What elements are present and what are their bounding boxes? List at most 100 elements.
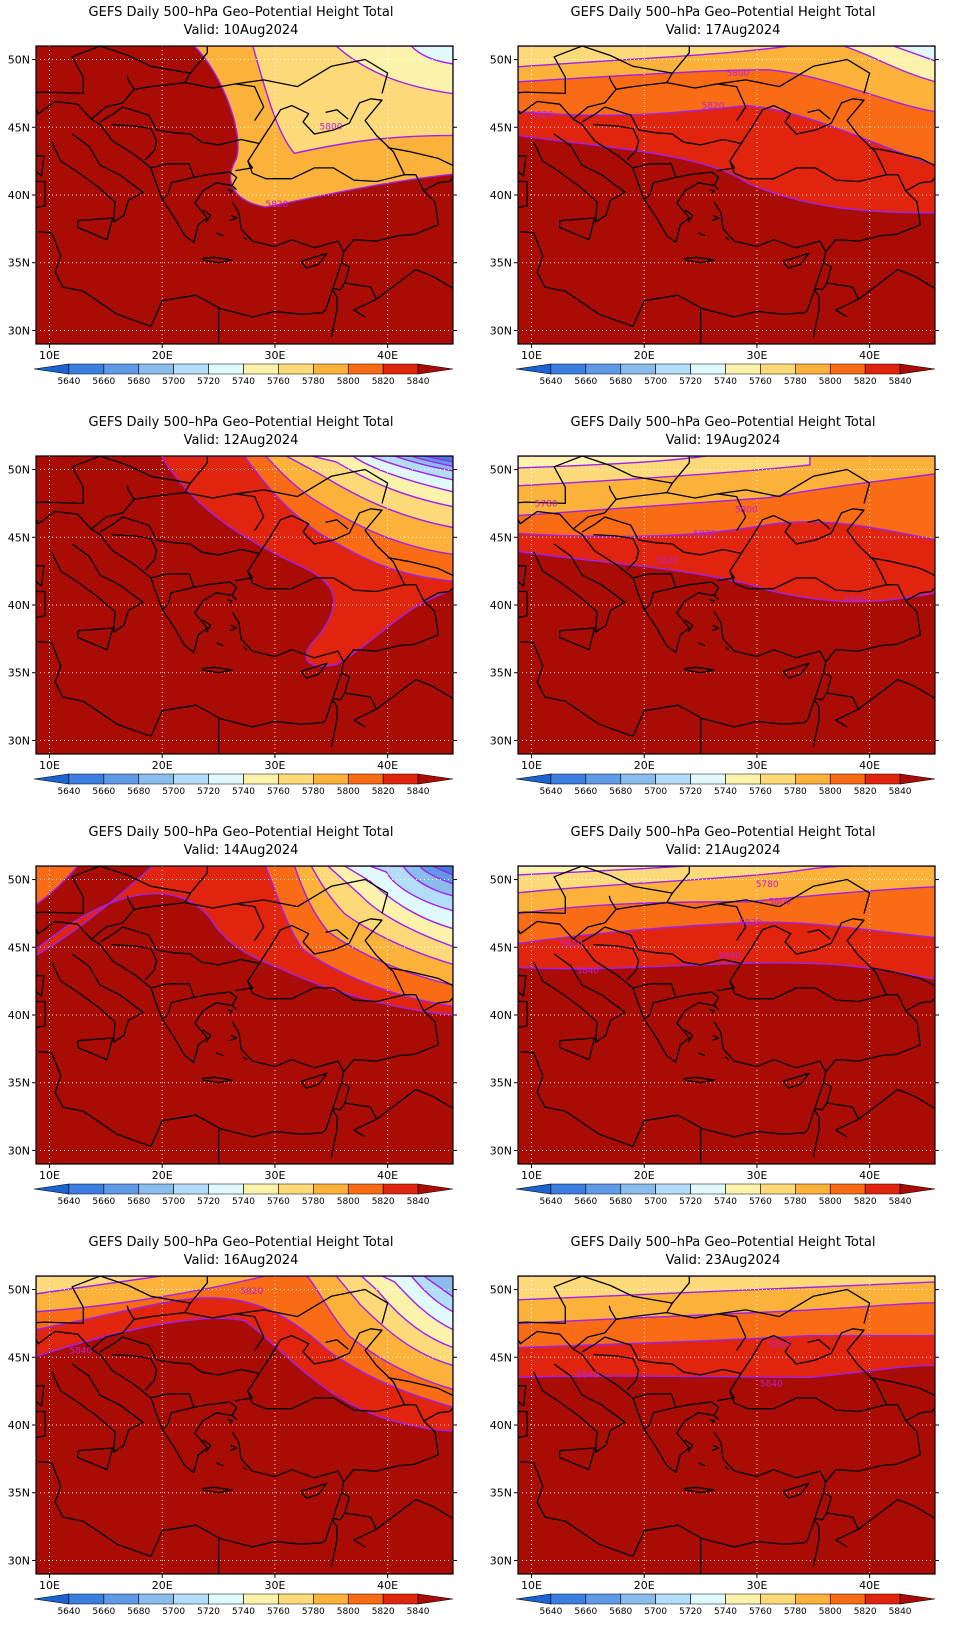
colorbar-swatch bbox=[278, 363, 314, 375]
colorbar-swatch bbox=[585, 1183, 622, 1195]
lat-tick-label: 30N bbox=[490, 1554, 512, 1567]
contour-label: 5820 bbox=[701, 102, 724, 112]
map-panel: GEFS Daily 500–hPa Geo–Potential Height … bbox=[0, 1230, 482, 1640]
colorbar-label: 5720 bbox=[679, 787, 702, 797]
lat-tick-label: 50N bbox=[8, 1284, 30, 1297]
colorbar-label: 5820 bbox=[854, 1607, 877, 1617]
colorbar-swatch bbox=[550, 1183, 587, 1195]
lat-tick-label: 35N bbox=[490, 1487, 512, 1500]
colorbar-swatch bbox=[382, 1183, 419, 1195]
lon-tick-label: 10E bbox=[521, 349, 542, 362]
colorbar-label: 5760 bbox=[267, 1607, 290, 1617]
colorbar-swatch bbox=[515, 363, 552, 375]
lat-tick-label: 50N bbox=[490, 464, 512, 477]
colorbar-label: 5780 bbox=[784, 1607, 807, 1617]
colorbar-label: 5680 bbox=[127, 1197, 150, 1207]
panel-title: GEFS Daily 500–hPa Geo–Potential Height … bbox=[88, 1235, 394, 1250]
colorbar-swatch bbox=[829, 1183, 866, 1195]
coastlines bbox=[518, 1276, 935, 1574]
colorbar-label: 5700 bbox=[644, 377, 667, 387]
lat-tick-label: 45N bbox=[8, 941, 30, 954]
lat-tick-label: 40N bbox=[490, 1009, 512, 1022]
colorbar-swatch bbox=[103, 363, 140, 375]
height-field: 5800 5820 bbox=[36, 46, 453, 344]
map-panel: GEFS Daily 500–hPa Geo–Potential Height … bbox=[482, 1230, 964, 1640]
colorbar-label: 5820 bbox=[372, 377, 395, 387]
colorbar-swatch bbox=[515, 1593, 552, 1605]
map-panel: GEFS Daily 500–hPa Geo–Potential Height … bbox=[0, 820, 482, 1230]
lat-tick-label: 30N bbox=[490, 734, 512, 747]
coastlines bbox=[518, 456, 935, 754]
colorbar-label: 5840 bbox=[889, 1197, 912, 1207]
colorbar-swatch bbox=[760, 363, 796, 375]
colorbar-swatch bbox=[585, 363, 622, 375]
colorbar-swatch bbox=[829, 1593, 866, 1605]
colorbar-label: 5700 bbox=[162, 1607, 185, 1617]
colorbar-swatch bbox=[760, 1593, 796, 1605]
colorbar-label: 5680 bbox=[609, 787, 632, 797]
coastlines bbox=[518, 866, 935, 1164]
colorbar-swatch bbox=[243, 363, 279, 375]
contour-label: 5780 bbox=[535, 500, 558, 510]
colorbar-label: 5660 bbox=[92, 377, 115, 387]
lon-tick-label: 10E bbox=[521, 759, 542, 772]
colorbar: 5640 5660 5680 5700 5720 5740 5760 5780 5800 5820… bbox=[33, 1183, 454, 1207]
colorbar: 5640 5660 5680 5700 5720 5740 5760 5780 5800 5820… bbox=[33, 773, 454, 797]
colorbar-swatch bbox=[620, 1593, 656, 1605]
colorbar-label: 5820 bbox=[372, 787, 395, 797]
colorbar-swatch bbox=[173, 773, 209, 785]
contour-band bbox=[893, 46, 935, 61]
panel-title: GEFS Daily 500–hPa Geo–Potential Height … bbox=[570, 5, 876, 20]
colorbar-label: 5700 bbox=[162, 377, 185, 387]
colorbar-label: 5820 bbox=[854, 787, 877, 797]
colorbar-swatch bbox=[829, 773, 866, 785]
colorbar-swatch bbox=[690, 773, 726, 785]
map-panel: GEFS Daily 500–hPa Geo–Potential Height … bbox=[0, 0, 482, 410]
colorbar-label: 5780 bbox=[302, 377, 325, 387]
contour-label: 5840 bbox=[576, 1370, 599, 1380]
colorbar-swatch bbox=[347, 773, 384, 785]
colorbar-label: 5720 bbox=[197, 1197, 220, 1207]
graticule bbox=[36, 46, 453, 344]
colorbar-swatch bbox=[103, 773, 140, 785]
colorbar-swatch bbox=[313, 363, 349, 375]
colorbar: 5640 5660 5680 5700 5720 5740 5760 5780 5800 5820… bbox=[515, 1183, 936, 1207]
panel-title: GEFS Daily 500–hPa Geo–Potential Height … bbox=[88, 5, 394, 20]
lat-tick-label: 50N bbox=[490, 1284, 512, 1297]
colorbar-label: 5680 bbox=[127, 377, 150, 387]
colorbar-swatch bbox=[33, 1593, 70, 1605]
colorbar-label: 5780 bbox=[784, 787, 807, 797]
colorbar-label: 5820 bbox=[372, 1197, 395, 1207]
colorbar-swatch bbox=[620, 773, 656, 785]
colorbar-swatch bbox=[690, 1593, 726, 1605]
lat-tick-label: 50N bbox=[8, 874, 30, 887]
contour-band bbox=[424, 1276, 453, 1297]
colorbar-swatch bbox=[68, 1593, 105, 1605]
contour-label: 5780 bbox=[756, 880, 779, 890]
map-panel: GEFS Daily 500–hPa Geo–Potential Height … bbox=[482, 0, 964, 410]
lat-tick-label: 30N bbox=[490, 1144, 512, 1157]
lon-tick-label: 30E bbox=[264, 1579, 285, 1592]
lat-tick-label: 45N bbox=[8, 531, 30, 544]
lon-tick-label: 20E bbox=[152, 759, 173, 772]
panel-title: GEFS Daily 500–hPa Geo–Potential Height … bbox=[88, 415, 394, 430]
colorbar-label: 5640 bbox=[539, 377, 562, 387]
colorbar-label: 5740 bbox=[714, 377, 737, 387]
colorbar: 5640 5660 5680 5700 5720 5740 5760 5780 5800 5820… bbox=[515, 1593, 936, 1617]
lat-tick-label: 35N bbox=[8, 667, 30, 680]
panel-title: GEFS Daily 500–hPa Geo–Potential Height … bbox=[570, 825, 876, 840]
colorbar-label: 5780 bbox=[302, 1197, 325, 1207]
lon-tick-label: 40E bbox=[377, 349, 398, 362]
colorbar-swatch bbox=[313, 1183, 349, 1195]
colorbar-label: 5740 bbox=[714, 787, 737, 797]
colorbar-label: 5840 bbox=[889, 377, 912, 387]
colorbar-swatch bbox=[864, 1593, 901, 1605]
colorbar-swatch bbox=[347, 1183, 384, 1195]
lon-tick-label: 20E bbox=[152, 1169, 173, 1182]
colorbar-label: 5700 bbox=[162, 1197, 185, 1207]
colorbar-swatch bbox=[33, 363, 70, 375]
contour-label: 5800 bbox=[768, 898, 791, 908]
colorbar-label: 5760 bbox=[267, 377, 290, 387]
lon-tick-label: 30E bbox=[746, 759, 767, 772]
